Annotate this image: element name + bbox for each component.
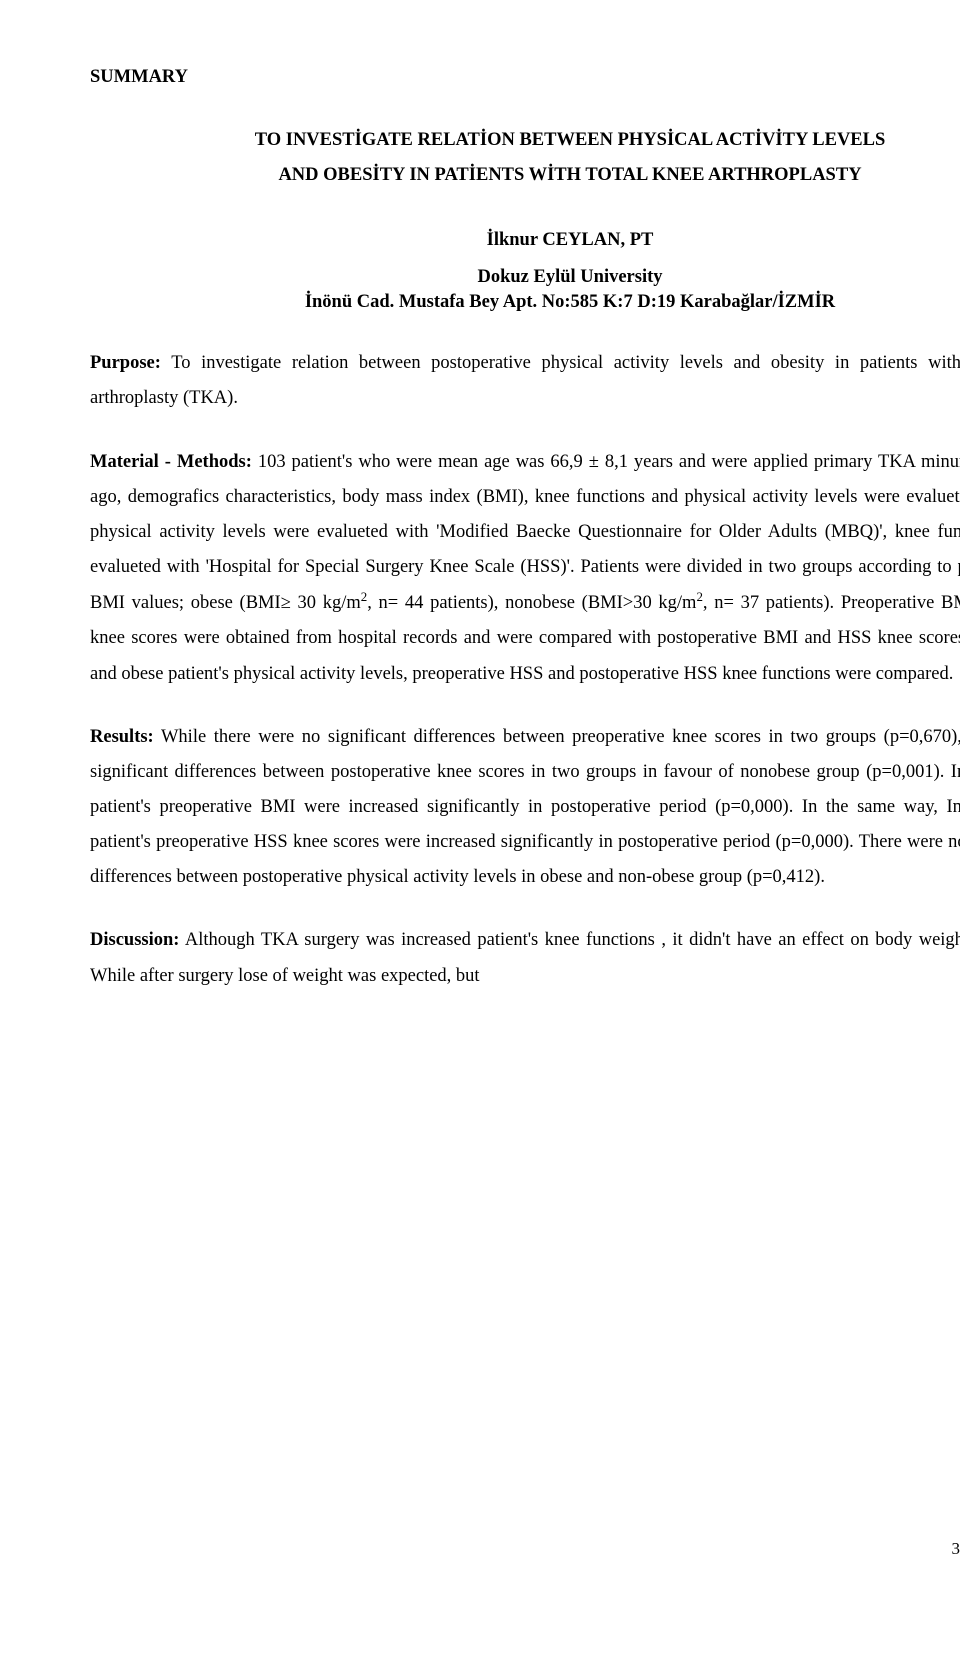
affiliation-line-1: Dokuz Eylül University xyxy=(90,265,960,291)
results-label: Results: xyxy=(90,727,154,747)
material-methods-label: Material - Methods: xyxy=(90,452,252,472)
material-methods-text-2: , n= 44 patients), nonobese (BMI>30 kg/m xyxy=(367,593,696,613)
discussion-label: Discussion: xyxy=(90,930,179,950)
affiliation-line-2: İnönü Cad. Mustafa Bey Apt. No:585 K:7 D… xyxy=(90,290,960,316)
summary-header: SUMMARY xyxy=(90,60,960,95)
discussion-paragraph: Discussion: Although TKA surgery was inc… xyxy=(90,923,960,993)
purpose-label: Purpose: xyxy=(90,353,161,373)
purpose-text: To investigate relation between postoper… xyxy=(90,353,960,408)
discussion-text: Although TKA surgery was increased patie… xyxy=(90,930,960,985)
page: SUMMARY TO INVESTİGATE RELATİON BETWEEN … xyxy=(90,60,960,1595)
title-line-2: AND OBESİTY IN PATİENTS WİTH TOTAL KNEE … xyxy=(90,158,960,193)
page-number: 3 xyxy=(952,1533,960,1565)
title-line-1: TO INVESTİGATE RELATİON BETWEEN PHYSİCAL… xyxy=(90,123,960,158)
results-paragraph: Results: While there were no significant… xyxy=(90,720,960,896)
affiliation-block: Dokuz Eylül University İnönü Cad. Mustaf… xyxy=(90,265,960,317)
author-name: İlknur CEYLAN, PT xyxy=(90,223,960,258)
material-methods-paragraph: Material - Methods: 103 patient's who we… xyxy=(90,445,960,692)
material-methods-text-1: 103 patient's who were mean age was 66,9… xyxy=(90,452,960,614)
purpose-paragraph: Purpose: To investigate relation between… xyxy=(90,346,960,416)
results-text: While there were no significant differen… xyxy=(90,727,960,888)
title-block: TO INVESTİGATE RELATİON BETWEEN PHYSİCAL… xyxy=(90,123,960,193)
